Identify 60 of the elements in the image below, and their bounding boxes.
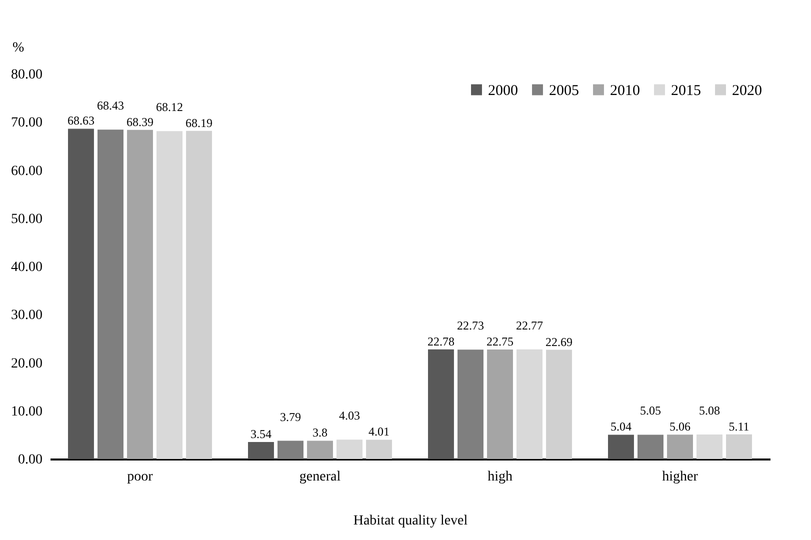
legend-label: 2015 [671,82,701,99]
data-label: 3.79 [280,410,301,424]
data-label: 3.54 [250,426,272,441]
y-tick-label: 50.00 [11,212,42,227]
y-tick-label: 80.00 [11,68,42,82]
y-tick-label: 0.00 [18,452,42,468]
bar [638,434,664,459]
data-label: 68.19 [186,116,213,130]
data-label: 5.11 [728,419,750,434]
y-tick-label: 40.00 [11,260,42,275]
bar [98,130,124,459]
bar [608,434,634,459]
data-label: 5.08 [699,404,720,418]
data-label: 5.04 [610,420,632,434]
data-label: 68.63 [67,114,94,128]
bar [186,130,212,459]
data-label: 22.75 [486,334,514,349]
bar [516,349,542,459]
bar [366,440,392,459]
bar [696,434,722,459]
bar [156,131,182,459]
bar [336,440,362,459]
legend-label: 2020 [732,82,762,99]
data-label: 68.39 [126,114,154,129]
y-tick-label: 60.00 [11,164,42,179]
x-tick-label: high [488,470,512,484]
data-label: 22.73 [456,318,484,333]
y-tick-label: 10.00 [11,404,42,420]
y-tick-label: 20.00 [11,356,42,372]
data-label: 68.43 [96,98,124,113]
x-tick-label: higher [662,470,698,484]
legend-label: 2000 [488,82,518,99]
y-axis-title: % [12,40,24,56]
bar [428,349,454,459]
bar [68,128,94,459]
legend-label: 2005 [549,82,579,99]
data-label: 22.77 [516,318,544,332]
data-label: 3.8 [312,426,328,440]
bar [667,434,693,459]
data-label: 4.01 [368,424,390,439]
bar [546,350,572,459]
data-label: 5.06 [670,420,690,434]
x-tick-label: poor [127,470,154,484]
bar [726,434,752,459]
data-label: 4.03 [339,408,360,423]
bar [248,442,274,459]
bar [307,440,333,459]
data-label: 5.05 [640,404,661,418]
bar [278,440,304,459]
data-label: 22.69 [546,334,573,349]
bar [127,130,153,459]
data-label: 68.12 [156,100,184,114]
x-axis-title: Habitat quality level [353,514,468,528]
y-tick-label: 70.00 [11,116,42,131]
legend-label: 2010 [610,82,640,99]
bar [487,350,513,459]
y-tick-label: 30.00 [11,308,42,324]
data-label: 22.78 [427,334,454,348]
bar [458,350,484,459]
x-tick-label: general [299,470,341,484]
